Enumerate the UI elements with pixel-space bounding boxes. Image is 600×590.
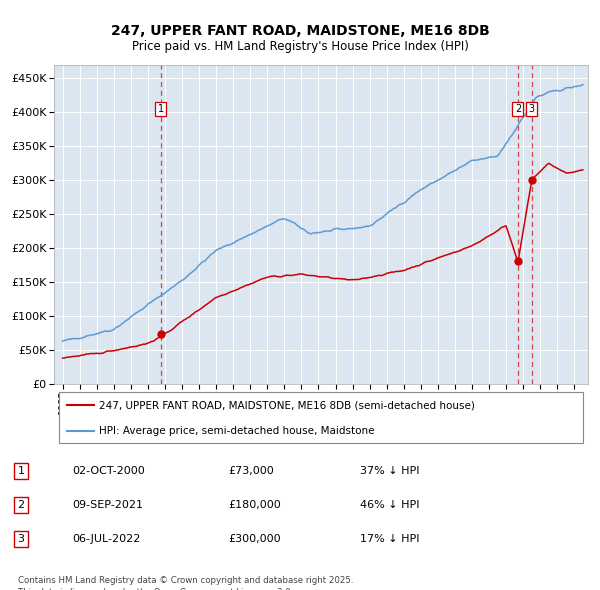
Text: 3: 3 <box>17 534 25 544</box>
Text: 247, UPPER FANT ROAD, MAIDSTONE, ME16 8DB: 247, UPPER FANT ROAD, MAIDSTONE, ME16 8D… <box>110 24 490 38</box>
Text: 46% ↓ HPI: 46% ↓ HPI <box>360 500 419 510</box>
Text: HPI: Average price, semi-detached house, Maidstone: HPI: Average price, semi-detached house,… <box>100 427 375 437</box>
Text: £73,000: £73,000 <box>228 466 274 476</box>
Text: 37% ↓ HPI: 37% ↓ HPI <box>360 466 419 476</box>
Text: 1: 1 <box>17 466 25 476</box>
FancyBboxPatch shape <box>59 392 583 442</box>
Text: 17% ↓ HPI: 17% ↓ HPI <box>360 534 419 544</box>
Text: £300,000: £300,000 <box>228 534 281 544</box>
Text: 1: 1 <box>158 104 164 114</box>
Text: 2: 2 <box>17 500 25 510</box>
Text: Price paid vs. HM Land Registry's House Price Index (HPI): Price paid vs. HM Land Registry's House … <box>131 40 469 53</box>
Text: 02-OCT-2000: 02-OCT-2000 <box>72 466 145 476</box>
Text: £180,000: £180,000 <box>228 500 281 510</box>
Text: 06-JUL-2022: 06-JUL-2022 <box>72 534 140 544</box>
Text: 2: 2 <box>515 104 521 114</box>
Text: 247, UPPER FANT ROAD, MAIDSTONE, ME16 8DB (semi-detached house): 247, UPPER FANT ROAD, MAIDSTONE, ME16 8D… <box>100 400 475 410</box>
Text: Contains HM Land Registry data © Crown copyright and database right 2025.
This d: Contains HM Land Registry data © Crown c… <box>18 576 353 590</box>
Text: 3: 3 <box>529 104 535 114</box>
Text: 09-SEP-2021: 09-SEP-2021 <box>72 500 143 510</box>
